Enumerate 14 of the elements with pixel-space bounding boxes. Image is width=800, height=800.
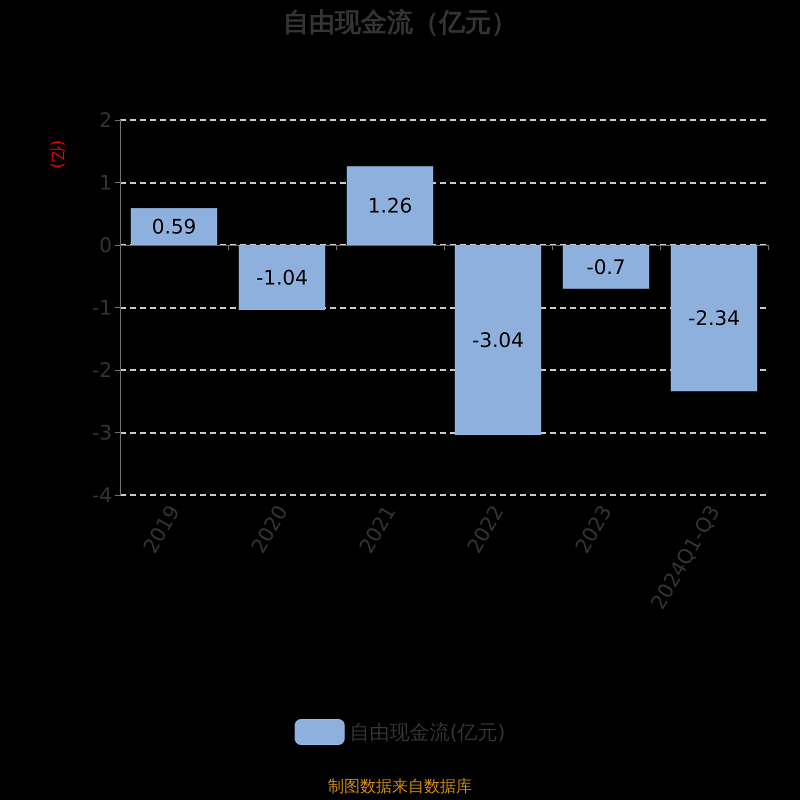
data-label: -0.7 <box>586 254 626 279</box>
text: 制图数据来自数据库 <box>328 776 472 796</box>
data-label: -2.34 <box>688 306 740 330</box>
bar <box>562 245 650 289</box>
bar <box>346 166 434 245</box>
bar <box>454 245 542 435</box>
data-label: 0.59 <box>152 214 196 239</box>
data-label: -1.04 <box>256 266 308 290</box>
data-label: 1.26 <box>368 194 412 218</box>
y-axis-title: (亿) <box>48 140 68 168</box>
bar <box>670 245 758 392</box>
data-label: -3.04 <box>472 328 524 352</box>
bar <box>238 245 326 310</box>
bar <box>130 208 218 245</box>
